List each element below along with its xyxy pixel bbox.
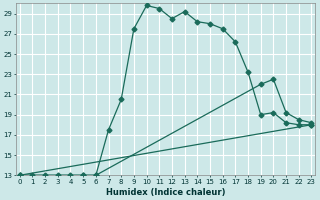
X-axis label: Humidex (Indice chaleur): Humidex (Indice chaleur)	[106, 188, 225, 197]
